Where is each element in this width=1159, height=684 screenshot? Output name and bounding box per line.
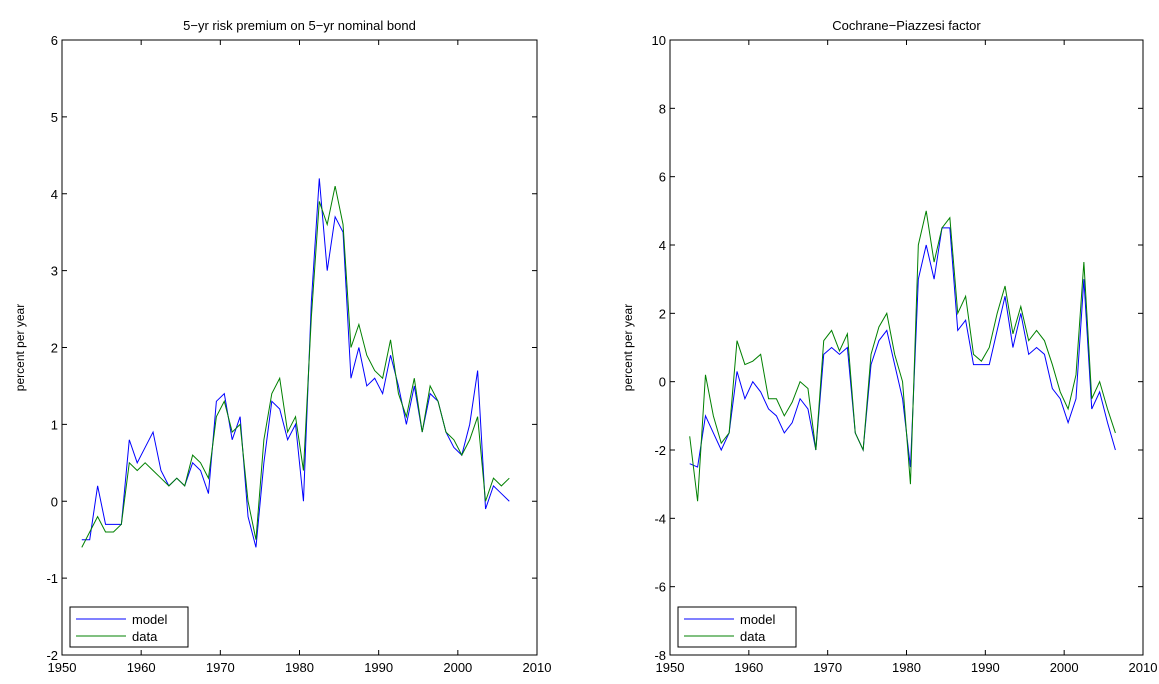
chart-title: 5−yr risk premium on 5−yr nominal bond: [183, 18, 416, 33]
x-tick-label: 1990: [364, 660, 393, 675]
y-tick-label: -2: [46, 648, 58, 663]
y-tick-label: -2: [654, 443, 666, 458]
legend: [677, 606, 797, 648]
x-tick-label: 2000: [1050, 660, 1079, 675]
y-tick-label: 4: [659, 238, 666, 253]
y-tick-label: 0: [51, 494, 58, 509]
y-tick-label: 10: [652, 33, 666, 48]
y-tick-label: 0: [659, 375, 666, 390]
x-tick-label: 1950: [48, 660, 77, 675]
legend-label: data: [132, 629, 158, 644]
x-tick-label: 1990: [971, 660, 1000, 675]
legend-label: model: [132, 612, 168, 627]
y-tick-label: 3: [51, 264, 58, 279]
y-tick-label: 8: [659, 101, 666, 116]
y-axis-label: percent per year: [621, 304, 635, 391]
y-tick-label: 4: [51, 187, 58, 202]
y-tick-label: 5: [51, 110, 58, 125]
x-tick-label: 1970: [206, 660, 235, 675]
x-tick-label: 2010: [1129, 660, 1158, 675]
x-tick-label: 1960: [127, 660, 156, 675]
legend: [69, 606, 189, 648]
y-tick-label: -6: [654, 580, 666, 595]
y-tick-label: -8: [654, 648, 666, 663]
x-tick-label: 1970: [813, 660, 842, 675]
plot-area: [61, 39, 538, 656]
legend-label: data: [740, 629, 766, 644]
y-tick-label: 6: [51, 33, 58, 48]
y-axis-label: percent per year: [13, 304, 27, 391]
y-tick-label: 1: [51, 417, 58, 432]
x-tick-label: 1950: [656, 660, 685, 675]
x-tick-label: 1980: [285, 660, 314, 675]
x-tick-label: 1980: [892, 660, 921, 675]
x-tick-label: 2010: [523, 660, 552, 675]
data-line: [689, 210, 1116, 502]
data-line: [81, 185, 510, 548]
y-tick-label: 2: [659, 306, 666, 321]
y-tick-label: -4: [654, 511, 666, 526]
legend-label: model: [740, 612, 776, 627]
y-tick-label: -1: [46, 571, 58, 586]
y-tick-label: 2: [51, 341, 58, 356]
plot-area: [669, 39, 1144, 656]
x-tick-label: 1960: [734, 660, 763, 675]
data-line: [689, 227, 1116, 468]
x-tick-label: 2000: [443, 660, 472, 675]
y-tick-label: 6: [659, 170, 666, 185]
chart-title: Cochrane−Piazzesi factor: [832, 18, 981, 33]
